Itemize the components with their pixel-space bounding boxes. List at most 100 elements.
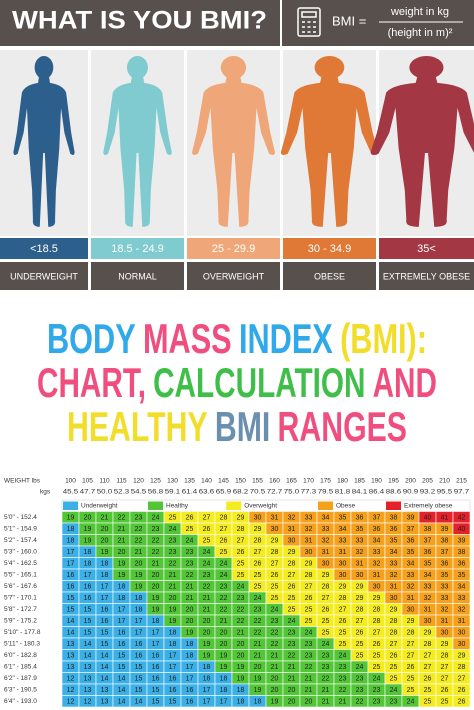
weight-lbs: 150 xyxy=(235,478,246,485)
bmi-value: 21 xyxy=(152,561,160,568)
bmi-value: 27 xyxy=(288,572,296,579)
weight-kgs: 68.2 xyxy=(233,490,249,496)
bmi-value: 21 xyxy=(271,664,279,671)
bmi-value: 33 xyxy=(424,584,432,591)
bmi-value: 25 xyxy=(186,526,194,533)
bmi-value: 36 xyxy=(458,561,466,568)
bmi-value: 17 xyxy=(152,641,160,648)
bmi-value: 19 xyxy=(84,526,92,533)
bmi-value: 18 xyxy=(186,641,194,648)
bmi-value: 26 xyxy=(424,676,432,683)
bmi-value: 21 xyxy=(169,572,177,579)
headline-word: RANGES xyxy=(278,403,407,450)
bmi-value: 25 xyxy=(220,549,228,556)
bmi-value: 30 xyxy=(441,630,449,637)
bmi-value: 15 xyxy=(169,699,177,706)
bmi-value: 19 xyxy=(118,572,126,579)
bmi-value: 29 xyxy=(237,515,245,522)
bmi-value: 25 xyxy=(356,653,364,660)
bmi-value: 39 xyxy=(458,538,466,545)
bmi-value: 18 xyxy=(101,561,109,568)
bmi-value: 26 xyxy=(390,653,398,660)
bmi-value: 18 xyxy=(220,676,228,683)
bmi-value: 27 xyxy=(441,676,449,683)
bmi-value: 34 xyxy=(339,526,347,533)
headline-word: MASS xyxy=(143,315,232,362)
weight-lbs: 215 xyxy=(456,478,467,485)
bmi-value: 25 xyxy=(271,595,279,602)
bmi-value: 20 xyxy=(135,561,143,568)
bmi-value: 16 xyxy=(169,687,177,694)
label-band xyxy=(91,262,184,290)
bmi-value: 23 xyxy=(322,664,330,671)
bmi-value: 36 xyxy=(356,515,364,522)
bmi-value: 18 xyxy=(118,595,126,602)
bmi-value: 22 xyxy=(339,687,347,694)
bmi-value: 28 xyxy=(458,664,466,671)
bmi-value: 26 xyxy=(322,607,330,614)
bmi-value: 20 xyxy=(186,607,194,614)
bmi-value: 25 xyxy=(356,641,364,648)
weight-kgs: 52.3 xyxy=(114,490,130,496)
legend-swatch xyxy=(318,501,333,510)
bmi-value: 32 xyxy=(424,595,432,602)
weight-kgs: 63.6 xyxy=(199,490,215,496)
legend-swatch xyxy=(226,501,242,510)
bmi-value: 21 xyxy=(220,618,228,625)
bmi-value: 33 xyxy=(305,515,313,522)
bmi-value: 12 xyxy=(67,676,75,683)
weight-lbs: 210 xyxy=(439,478,450,485)
bmi-value: 30 xyxy=(424,618,432,625)
bmi-value: 21 xyxy=(203,595,211,602)
bmi-value: 23 xyxy=(390,699,398,706)
bmi-value: 23 xyxy=(152,526,160,533)
bmi-value: 27 xyxy=(356,618,364,625)
height-label: 6'4" - 193.0 xyxy=(4,698,37,705)
weight-lbs: 140 xyxy=(201,478,212,485)
bmi-value: 22 xyxy=(118,515,126,522)
bmi-value: 22 xyxy=(288,653,296,660)
bmi-value: 26 xyxy=(186,515,194,522)
bmi-value: 40 xyxy=(458,526,466,533)
formula-lhs: BMI = xyxy=(332,13,366,28)
bmi-value: 16 xyxy=(67,572,75,579)
bmi-value: 21 xyxy=(305,687,313,694)
label-band xyxy=(0,262,88,290)
weight-lbs: 170 xyxy=(303,478,314,485)
weight-kgs: 72.7 xyxy=(267,490,283,496)
bmi-value: 33 xyxy=(458,595,466,602)
bmi-value: 36 xyxy=(441,561,449,568)
page-title: WHAT IS YOU BMI? xyxy=(12,7,267,35)
bmi-value: 13 xyxy=(67,664,75,671)
bmi-value: 18 xyxy=(135,595,143,602)
bmi-value: 26 xyxy=(356,630,364,637)
bmi-value: 13 xyxy=(84,676,92,683)
bmi-value: 23 xyxy=(237,595,245,602)
bmi-value: 24 xyxy=(203,561,211,568)
bmi-value: 31 xyxy=(373,572,381,579)
bmi-value: 15 xyxy=(135,676,143,683)
bmi-value: 32 xyxy=(441,607,449,614)
bmi-value: 17 xyxy=(101,584,109,591)
height-label: 5'5" - 165.1 xyxy=(4,571,37,578)
bmi-value: 17 xyxy=(84,572,92,579)
bmi-value: 14 xyxy=(118,676,126,683)
height-label: 5'9" - 175.2 xyxy=(4,617,37,624)
headline-word: BODY xyxy=(47,315,136,362)
bmi-value: 15 xyxy=(67,595,75,602)
bmi-value: 27 xyxy=(424,664,432,671)
height-label: 5'4" - 162.5 xyxy=(4,560,37,567)
bmi-value: 31 xyxy=(390,584,398,591)
bmi-value: 14 xyxy=(84,641,92,648)
bmi-value: 21 xyxy=(254,653,262,660)
bmi-value: 20 xyxy=(271,676,279,683)
bmi-value: 19 xyxy=(152,607,160,614)
bmi-value: 22 xyxy=(152,549,160,556)
range-band xyxy=(187,238,280,259)
bmi-value: 23 xyxy=(220,584,228,591)
bmi-value: 18 xyxy=(169,641,177,648)
bmi-value: 27 xyxy=(458,676,466,683)
bmi-value: 19 xyxy=(203,653,211,660)
bmi-value: 24 xyxy=(390,687,398,694)
